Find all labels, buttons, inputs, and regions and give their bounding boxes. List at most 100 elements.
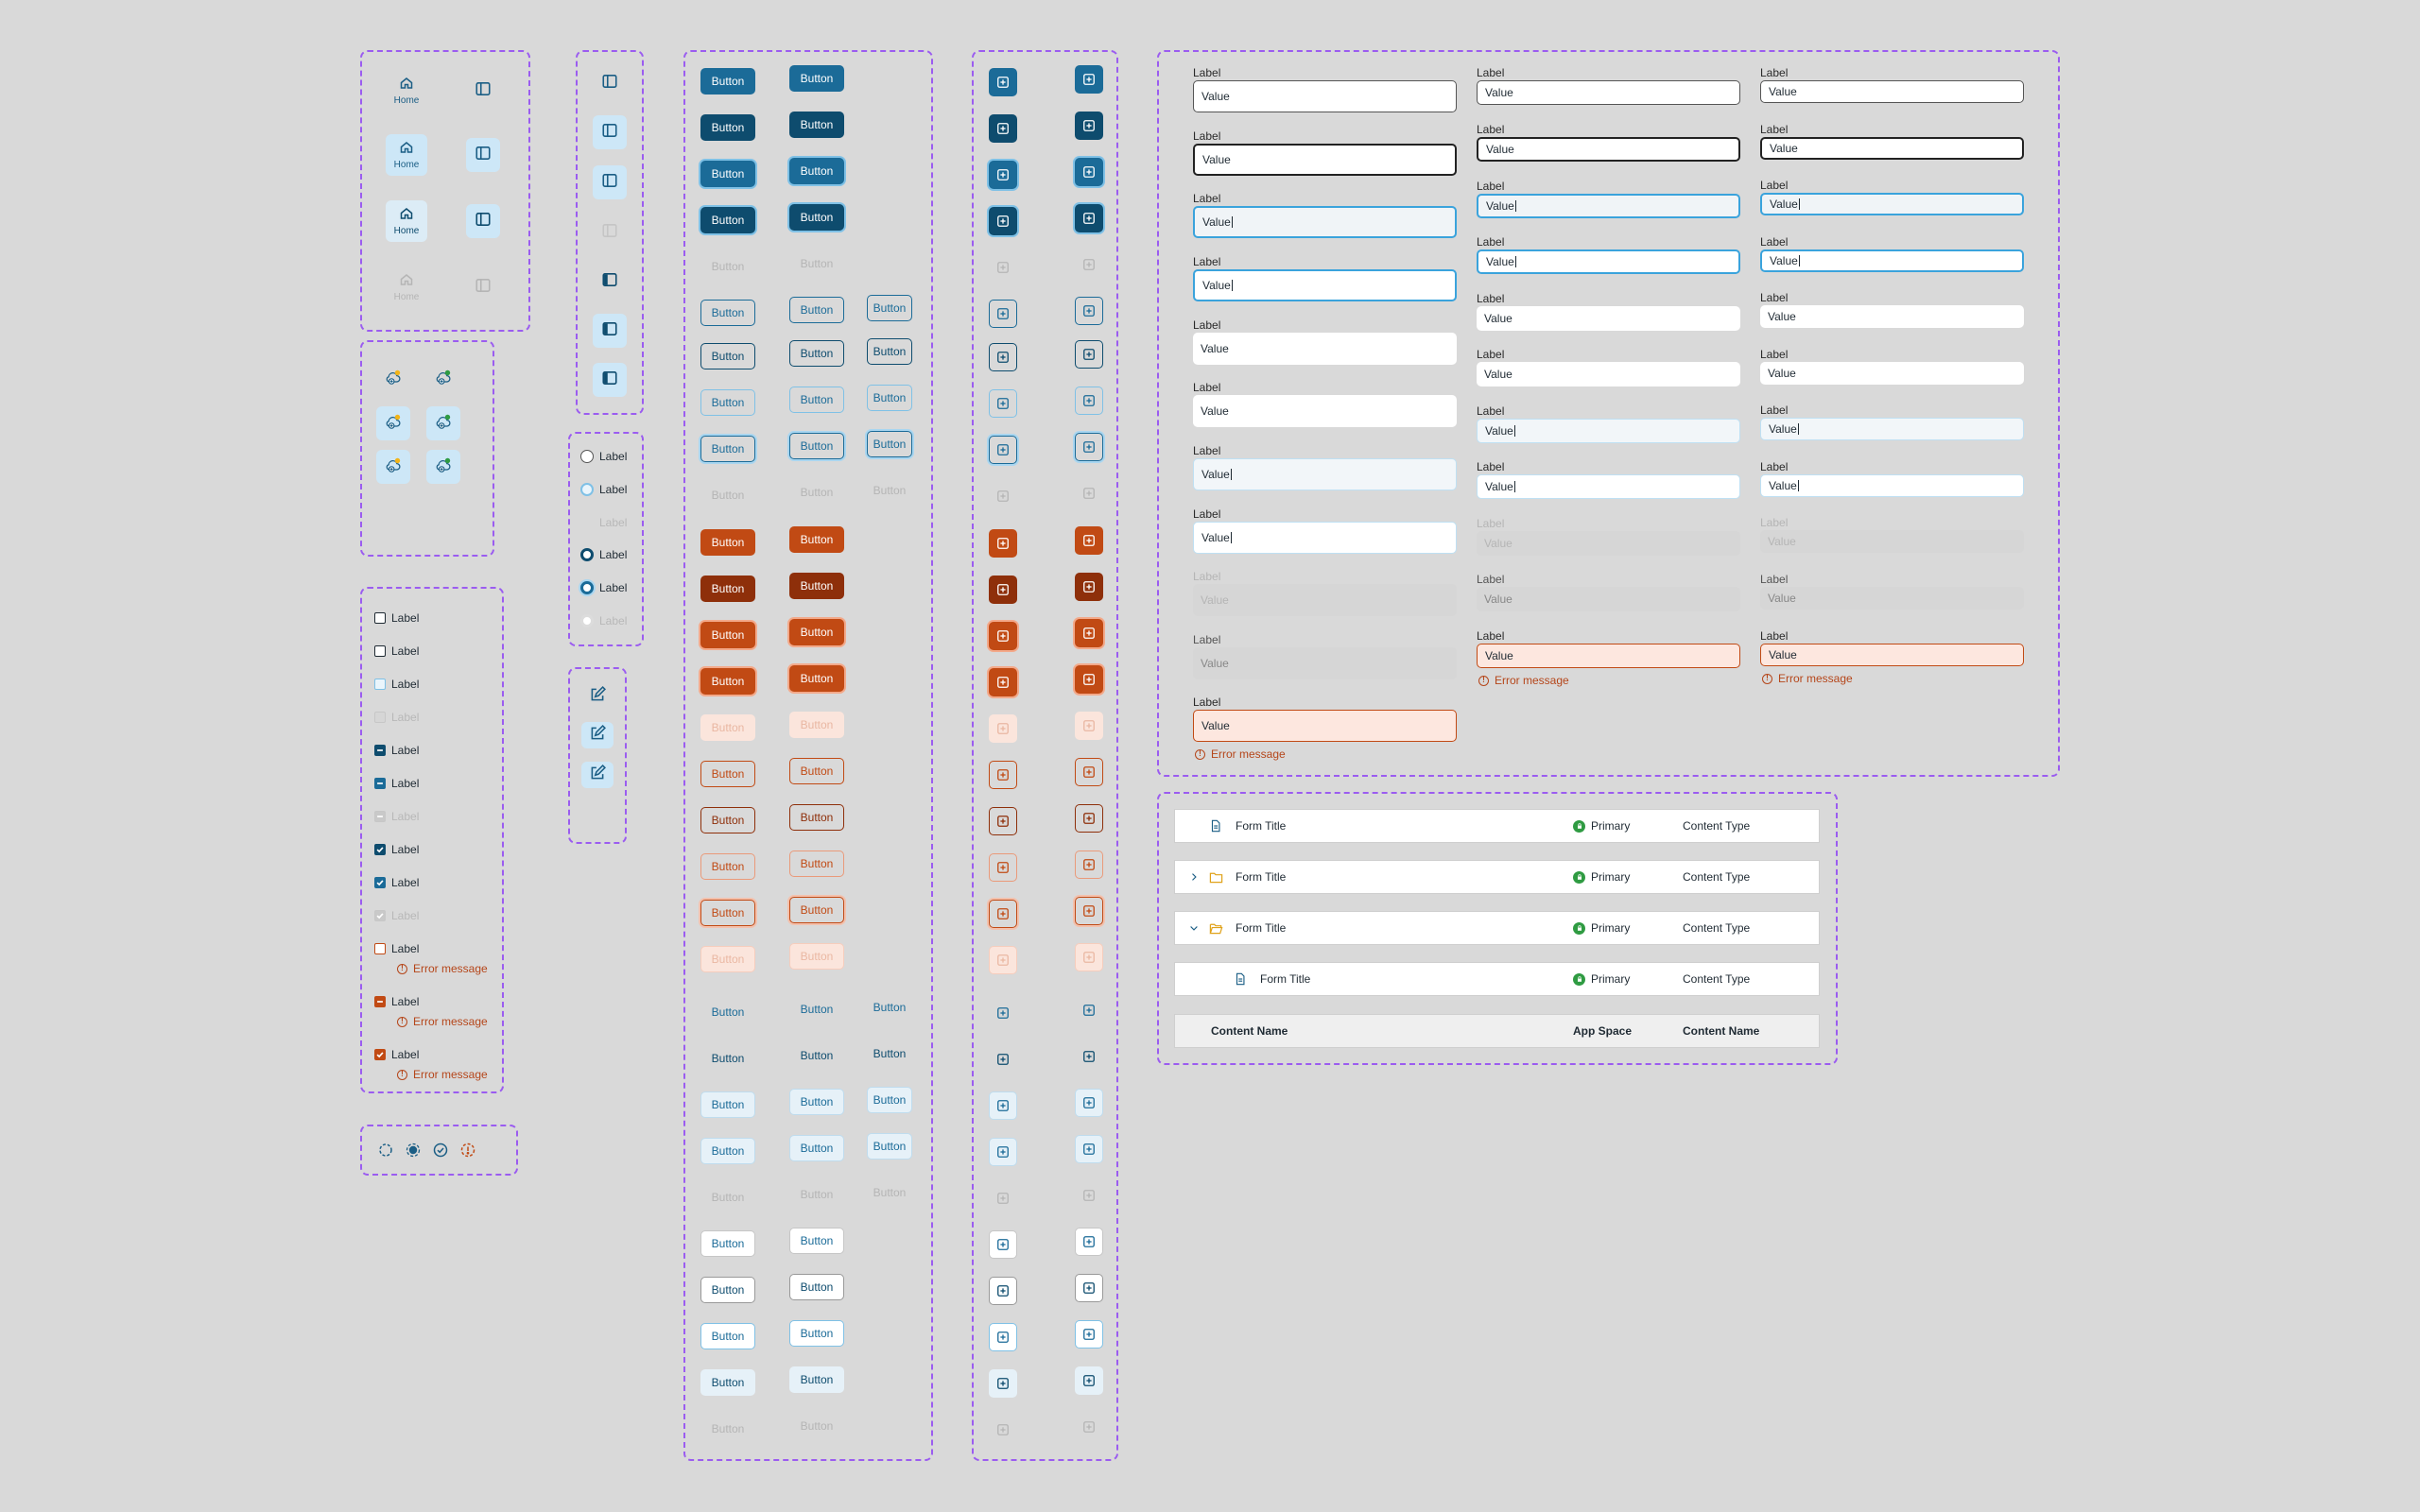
add-button[interactable] bbox=[989, 207, 1017, 235]
radio[interactable]: Label bbox=[580, 581, 627, 594]
button[interactable]: Button bbox=[789, 112, 844, 138]
add-button[interactable] bbox=[989, 576, 1017, 604]
add-button[interactable] bbox=[989, 900, 1017, 928]
add-button[interactable] bbox=[1075, 112, 1103, 140]
button[interactable]: Button bbox=[700, 900, 755, 926]
text-field[interactable]: Value bbox=[1193, 333, 1457, 365]
text-field[interactable]: Value bbox=[1193, 395, 1457, 427]
button[interactable]: Button bbox=[867, 1087, 912, 1113]
button[interactable]: Button bbox=[700, 1369, 755, 1396]
button[interactable]: Button bbox=[700, 807, 755, 833]
text-field[interactable]: Value bbox=[1193, 80, 1457, 112]
button[interactable]: Button bbox=[789, 897, 844, 923]
text-field[interactable]: Value bbox=[1477, 137, 1740, 162]
radio-circle[interactable] bbox=[580, 483, 594, 496]
table-row[interactable]: Form Title Primary Content Type bbox=[1174, 962, 1820, 996]
text-field[interactable]: Value bbox=[1193, 144, 1457, 176]
radio-circle[interactable] bbox=[580, 614, 594, 627]
button[interactable]: Button bbox=[700, 161, 755, 187]
checkbox[interactable]: Label bbox=[374, 611, 419, 625]
text-field[interactable]: Value bbox=[1477, 362, 1740, 387]
cloud-add-warning-button[interactable] bbox=[376, 362, 410, 396]
sidebar-toggle-button[interactable] bbox=[593, 66, 627, 100]
text-field[interactable]: Value bbox=[1477, 194, 1740, 218]
add-button[interactable] bbox=[1075, 943, 1103, 971]
add-button[interactable] bbox=[989, 300, 1017, 328]
button[interactable]: Button bbox=[711, 1422, 745, 1435]
chevron-down-icon[interactable] bbox=[1188, 912, 1200, 944]
text-field[interactable]: Value bbox=[1477, 306, 1740, 331]
button[interactable]: Button bbox=[867, 385, 912, 411]
text-field[interactable]: Value bbox=[1477, 419, 1740, 443]
text-field[interactable]: Value bbox=[1760, 362, 2024, 385]
nav-item-home[interactable]: Home bbox=[386, 266, 427, 308]
button[interactable]: Button bbox=[800, 486, 834, 499]
radio-circle[interactable] bbox=[580, 450, 594, 463]
add-button[interactable] bbox=[989, 853, 1017, 882]
text-field[interactable]: Value bbox=[1760, 644, 2024, 666]
sidebar-toggle-button[interactable] bbox=[593, 165, 627, 199]
button[interactable]: Button bbox=[700, 946, 755, 972]
add-button[interactable] bbox=[1075, 158, 1103, 186]
checkbox[interactable]: Label bbox=[374, 744, 419, 757]
sidebar-toggle-button[interactable] bbox=[593, 115, 627, 149]
checkbox-checked[interactable] bbox=[374, 1049, 386, 1060]
button[interactable]: Button bbox=[700, 436, 755, 462]
text-field[interactable]: Value bbox=[1760, 418, 2024, 440]
text-field[interactable]: Value bbox=[1760, 249, 2024, 272]
nav-item-home[interactable]: Home bbox=[386, 70, 427, 112]
checkbox[interactable]: Label bbox=[374, 777, 419, 790]
add-button[interactable] bbox=[989, 999, 1017, 1027]
button[interactable]: Button bbox=[789, 297, 844, 323]
sidebar-toggle-button[interactable] bbox=[466, 204, 500, 238]
text-field[interactable]: Value bbox=[1760, 474, 2024, 497]
checkbox[interactable]: Label bbox=[374, 876, 419, 889]
button[interactable]: Button bbox=[873, 1186, 907, 1199]
text-field[interactable]: Value bbox=[1477, 587, 1740, 611]
checkbox-box[interactable] bbox=[374, 943, 386, 954]
button[interactable]: Button bbox=[800, 1049, 834, 1062]
add-button[interactable] bbox=[1075, 1135, 1103, 1163]
text-field[interactable]: Value bbox=[1193, 458, 1457, 490]
button[interactable]: Button bbox=[700, 1091, 755, 1118]
add-button[interactable] bbox=[1075, 204, 1103, 232]
text-field[interactable]: Value bbox=[1193, 710, 1457, 742]
add-button[interactable] bbox=[1075, 804, 1103, 833]
button[interactable]: Button bbox=[789, 1135, 844, 1161]
checkbox[interactable]: Label bbox=[374, 711, 419, 724]
button[interactable]: Button bbox=[700, 1323, 755, 1349]
radio[interactable]: Label bbox=[580, 614, 627, 627]
add-button[interactable] bbox=[989, 68, 1017, 96]
edit-button[interactable] bbox=[581, 722, 614, 748]
add-button[interactable] bbox=[989, 668, 1017, 696]
add-button[interactable] bbox=[989, 529, 1017, 558]
add-button[interactable] bbox=[1075, 850, 1103, 879]
cloud-add-warning-button[interactable] bbox=[376, 406, 410, 440]
text-field[interactable]: Value bbox=[1193, 206, 1457, 238]
add-button[interactable] bbox=[989, 389, 1017, 418]
add-button[interactable] bbox=[989, 1277, 1017, 1305]
text-field[interactable]: Value bbox=[1477, 474, 1740, 499]
button[interactable]: Button bbox=[711, 1052, 745, 1065]
text-field[interactable]: Value bbox=[1477, 80, 1740, 105]
checkbox[interactable]: Label bbox=[374, 810, 419, 823]
sidebar-toggle-button[interactable] bbox=[466, 74, 500, 108]
text-field[interactable]: Value bbox=[1760, 137, 2024, 160]
add-button[interactable] bbox=[989, 253, 1017, 282]
checkbox-checked[interactable] bbox=[374, 844, 386, 855]
add-button[interactable] bbox=[1075, 573, 1103, 601]
sidebar-toggle-button[interactable] bbox=[593, 265, 627, 299]
radio[interactable]: Label bbox=[580, 450, 627, 463]
radio[interactable]: Label bbox=[580, 516, 627, 529]
nav-item-home[interactable]: Home bbox=[386, 200, 427, 242]
checkbox[interactable]: Label bbox=[374, 1048, 419, 1061]
checkbox-box[interactable] bbox=[374, 712, 386, 723]
button[interactable]: Button bbox=[789, 1320, 844, 1347]
sidebar-toggle-button[interactable] bbox=[593, 363, 627, 397]
button[interactable]: Button bbox=[789, 804, 844, 831]
text-field[interactable]: Value bbox=[1760, 530, 2024, 553]
checkbox[interactable]: Label bbox=[374, 909, 419, 922]
button[interactable]: Button bbox=[789, 387, 844, 413]
header-content-name[interactable]: Content Name bbox=[1211, 1024, 1288, 1038]
text-field[interactable]: Value bbox=[1193, 269, 1457, 301]
